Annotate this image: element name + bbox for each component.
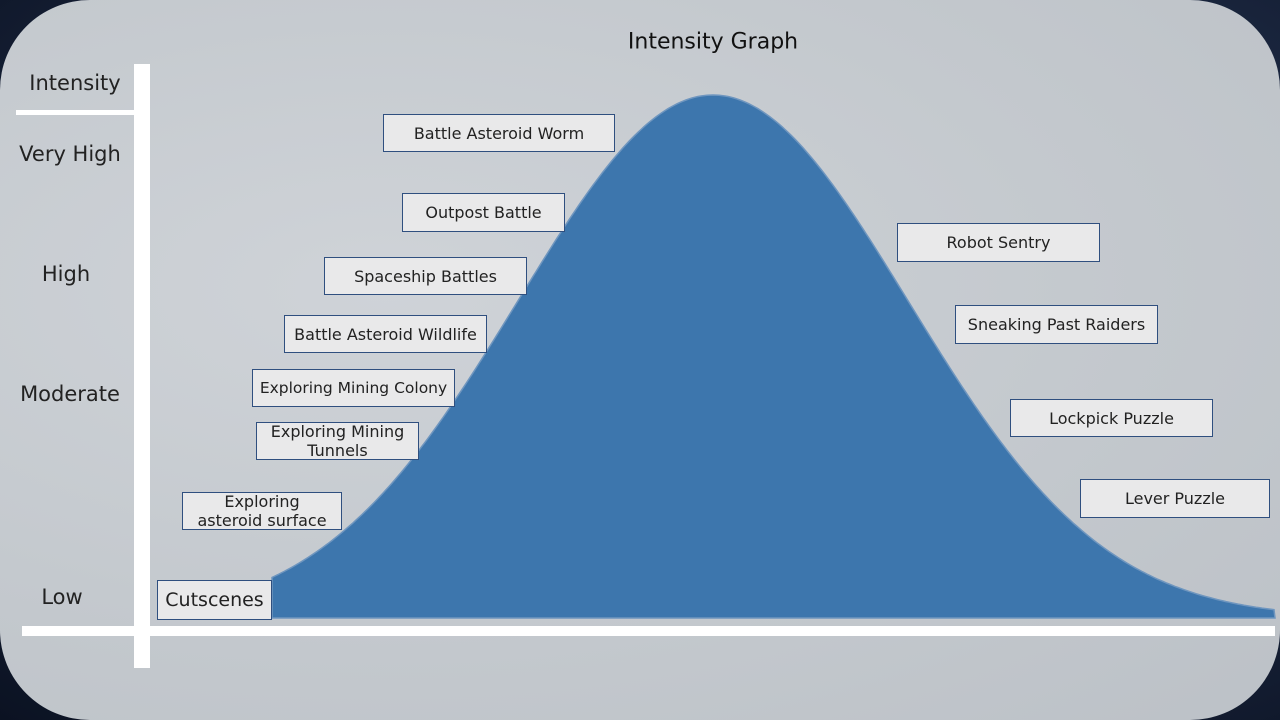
level-label: Low — [41, 585, 83, 609]
activity-box: Lever Puzzle — [1080, 479, 1270, 518]
activity-box: Sneaking Past Raiders — [955, 305, 1158, 344]
axis-title-divider — [16, 110, 134, 115]
x-axis-bar — [22, 626, 1275, 636]
activity-box: Robot Sentry — [897, 223, 1100, 262]
activity-box: Battle Asteroid Wildlife — [284, 315, 487, 353]
activity-box: Exploring asteroid surface — [182, 492, 342, 530]
title: Intensity Graph — [627, 29, 799, 55]
activity-box: Exploring Mining Colony — [252, 369, 455, 407]
intensity-curve — [271, 94, 1276, 619]
activity-box: Spaceship Battles — [324, 257, 527, 295]
level-label: Moderate — [20, 382, 120, 406]
activity-box: Cutscenes — [157, 580, 272, 620]
activity-box: Outpost Battle — [402, 193, 565, 232]
level-label: Very High — [19, 142, 121, 166]
y-axis-bar — [134, 64, 150, 668]
axis-title: Intensity — [29, 71, 121, 95]
level-label: High — [41, 262, 91, 286]
activity-box: Battle Asteroid Worm — [383, 114, 615, 152]
activity-box: Exploring Mining Tunnels — [256, 422, 419, 460]
activity-box: Lockpick Puzzle — [1010, 399, 1213, 437]
